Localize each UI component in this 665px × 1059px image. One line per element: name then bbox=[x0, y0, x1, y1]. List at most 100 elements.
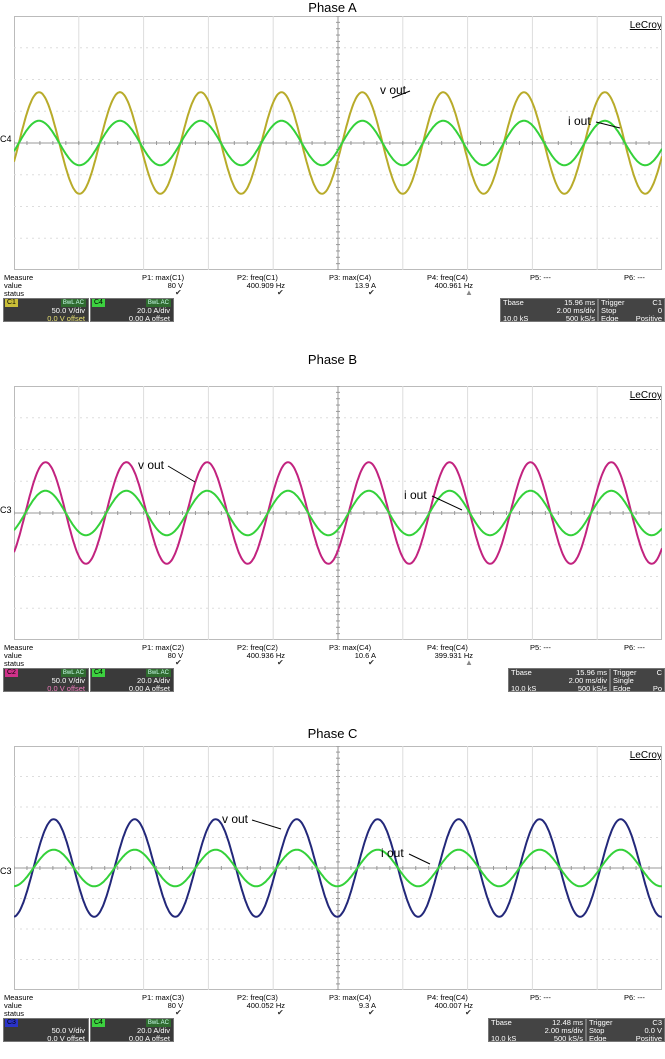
trigger-label: Trigger bbox=[589, 1018, 613, 1027]
status-check-icon: ✔ bbox=[175, 658, 182, 667]
timebase-per-div: 2.00 ms/div bbox=[556, 306, 595, 315]
channel-offset: 0.00 A offset bbox=[128, 1034, 170, 1043]
annotation-v-out: v out bbox=[138, 458, 165, 472]
trigger-type: Edge bbox=[613, 684, 631, 692]
brand-label: LeCroy bbox=[629, 20, 662, 31]
measure-param-name: P4: freq(C4) bbox=[427, 273, 468, 282]
measure-row: value bbox=[0, 1000, 665, 1011]
leader-line-v-out bbox=[391, 90, 411, 99]
status-warning-icon: ▲ bbox=[465, 658, 473, 667]
channel-scale: 50.0 V/div bbox=[51, 676, 85, 685]
status-check-icon: ✔ bbox=[465, 1008, 472, 1017]
channel-offset: 0.0 V offset bbox=[47, 314, 85, 323]
leader-line-i-out bbox=[595, 121, 621, 129]
scope-plot bbox=[14, 16, 662, 270]
timebase-rate: 500 kS/s bbox=[577, 684, 607, 693]
trigger-mode: Single bbox=[613, 676, 634, 685]
brand-label: LeCroy bbox=[629, 390, 662, 401]
channel-box[interactable]: C3 50.0 V/div 0.0 V offset bbox=[3, 1018, 89, 1043]
brand-label: LeCroy bbox=[629, 750, 662, 761]
channel-box[interactable]: C4 BwL AC 20.0 A/div 0.00 A offset bbox=[90, 298, 174, 323]
timebase-box[interactable]: Tbase 15.96 ms 2.00 ms/div 10.0 kS 500 kS/s bbox=[508, 668, 610, 693]
coupling-badge: BwL AC bbox=[145, 299, 171, 307]
measure-value-row: 80 V bbox=[0, 1000, 183, 1011]
series-line-i-out bbox=[14, 119, 662, 167]
channel-scale: 20.0 A/div bbox=[137, 306, 170, 315]
coupling-badge: BwL AC bbox=[145, 1019, 171, 1027]
measure-param-name: P6: --- bbox=[624, 273, 645, 282]
measure-value-row: 400.007 Hz bbox=[0, 1000, 473, 1011]
channel-tag: C4 bbox=[92, 299, 105, 307]
measure-row-label: value bbox=[4, 651, 22, 660]
measure-param-value: 9.3 A bbox=[358, 1001, 376, 1010]
channel-scale: 50.0 V/div bbox=[51, 306, 85, 315]
channel-box[interactable]: C2 BwL AC 50.0 V/div 0.0 V offset bbox=[3, 668, 89, 693]
timebase-per-div: 2.00 ms/div bbox=[568, 676, 607, 685]
scope-plot bbox=[14, 386, 662, 640]
measure-row: Measure bbox=[0, 642, 665, 653]
measure-row: value bbox=[0, 650, 665, 661]
timebase-box[interactable]: Tbase 15.96 ms 2.00 ms/div 10.0 kS 500 kS/s bbox=[500, 298, 598, 323]
timebase-samples: 10.0 kS bbox=[511, 684, 537, 693]
leader-line-v-out bbox=[251, 819, 282, 830]
measure-value-row: 13.9 A bbox=[0, 280, 376, 291]
channel-box[interactable]: C4 BwL AC 20.0 A/div 0.00 A offset bbox=[90, 668, 174, 693]
measure-param-value: 400.052 Hz bbox=[246, 1001, 285, 1010]
status-check-icon: ✔ bbox=[368, 658, 375, 667]
measure-row-label: Measure bbox=[4, 993, 34, 1002]
trigger-box[interactable]: Trigger C3 Stop 0.0 V Edge Positive bbox=[586, 1018, 665, 1042]
coupling-badge: BwL AC bbox=[60, 669, 86, 677]
annotation-i-out: i out bbox=[568, 114, 591, 128]
measure-value-row: 80 V bbox=[0, 280, 183, 291]
coupling-badge: BwL AC bbox=[145, 669, 171, 677]
measure-param-value: 10.6 A bbox=[354, 651, 376, 660]
leader-line-i-out bbox=[408, 853, 431, 865]
measure-param-value: 400.936 Hz bbox=[246, 651, 285, 660]
series-line-v-out bbox=[14, 461, 662, 565]
channel-offset: 0.00 A offset bbox=[128, 314, 170, 323]
series-line-i-out bbox=[14, 489, 662, 537]
timebase-delay: 15.96 ms bbox=[576, 668, 607, 677]
channel-offset: 0.00 A offset bbox=[128, 684, 170, 693]
channel-tag: C3 bbox=[5, 1019, 18, 1027]
status-check-icon: ✔ bbox=[368, 288, 375, 297]
measure-value-row: 400.909 Hz bbox=[0, 280, 285, 291]
measure-value-row: 10.6 A bbox=[0, 650, 376, 661]
measure-param-value: 400.961 Hz bbox=[434, 281, 473, 290]
trigger-type: Edge bbox=[589, 1034, 607, 1042]
series-line-i-out bbox=[14, 848, 662, 888]
trigger-label: Trigger bbox=[613, 668, 637, 677]
measure-param-value: 400.007 Hz bbox=[434, 1001, 473, 1010]
trigger-channel: C1 bbox=[652, 298, 662, 307]
channel-label: C3 bbox=[0, 866, 12, 876]
channel-offset: 0.0 V offset bbox=[47, 684, 85, 693]
measure-param-name: P3: max(C4) bbox=[329, 993, 372, 1002]
trigger-box[interactable]: Trigger C Single Edge Po bbox=[610, 668, 665, 692]
measure-value-row: 400.936 Hz bbox=[0, 650, 285, 661]
channel-box[interactable]: C1 BwL AC 50.0 V/div 0.0 V offset bbox=[3, 298, 89, 323]
trigger-type: Edge bbox=[601, 314, 619, 322]
status-check-icon: ✔ bbox=[175, 1008, 182, 1017]
status-check-icon: ✔ bbox=[175, 288, 182, 297]
timebase-rate: 500 kS/s bbox=[565, 314, 595, 323]
trigger-box[interactable]: Trigger C1 Stop 0 Edge Positive bbox=[598, 298, 665, 322]
trigger-label: Trigger bbox=[601, 298, 625, 307]
coupling-badge: BwL AC bbox=[60, 299, 86, 307]
trigger-mode: Stop bbox=[589, 1026, 605, 1035]
measure-param-name: P1: max(C1) bbox=[142, 273, 185, 282]
series-line-v-out bbox=[14, 818, 662, 918]
timebase-samples: 10.0 kS bbox=[503, 314, 529, 323]
timebase-box[interactable]: Tbase 12.48 ms 2.00 ms/div 10.0 kS 500 kS/s bbox=[488, 1018, 586, 1043]
measure-row-label: status bbox=[4, 1009, 25, 1018]
annotation-v-out: v out bbox=[222, 812, 249, 826]
measure-param-value: 80 V bbox=[167, 651, 183, 660]
trigger-channel: C3 bbox=[652, 1018, 662, 1027]
measure-param-value: 13.9 A bbox=[354, 281, 376, 290]
panel-title: Phase B bbox=[307, 352, 358, 367]
series-line-v-out bbox=[14, 91, 662, 195]
measure-row-label: status bbox=[4, 289, 25, 298]
scope-plot bbox=[14, 746, 662, 990]
measure-row-label: Measure bbox=[4, 273, 34, 282]
timebase-rate: 500 kS/s bbox=[553, 1034, 583, 1043]
channel-box[interactable]: C4 BwL AC 20.0 A/div 0.00 A offset bbox=[90, 1018, 174, 1043]
